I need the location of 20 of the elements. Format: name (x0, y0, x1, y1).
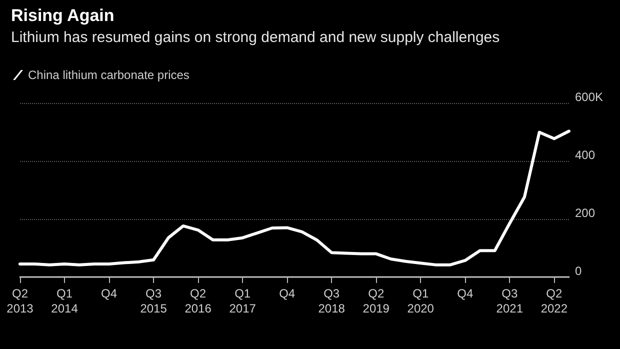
chart-subtitle: Lithium has resumed gains on strong demand and new supply challenges (11, 29, 500, 46)
chart-title: Rising Again (11, 6, 114, 25)
x-tick-label: Q2 2019 (362, 286, 390, 316)
y-tick-label: 600K (575, 90, 604, 104)
x-tick-label: Q2 2013 (6, 286, 34, 316)
y-tick-label: 400 (575, 148, 596, 162)
x-tick-label: Q4 (279, 286, 296, 300)
x-tick-label: Q1 2020 (407, 286, 434, 316)
x-tick-label: Q3 2018 (318, 286, 346, 316)
x-tick-label: Q4 (457, 286, 474, 300)
x-tick-label: Q3 2015 (140, 286, 168, 316)
legend-label: China lithium carbonate prices (28, 68, 190, 82)
y-tick-label: 200 (575, 206, 596, 220)
x-tick-label: Q2 2016 (184, 286, 212, 316)
x-tick-label: Q1 2017 (229, 286, 256, 316)
x-tick-label: Q1 2014 (51, 286, 78, 316)
x-tick-label: Q2 2022 (540, 286, 568, 316)
x-tick-label: Q4 (101, 286, 118, 300)
x-tick-label: Q3 2021 (496, 286, 524, 316)
y-tick-label: 0 (575, 264, 582, 278)
